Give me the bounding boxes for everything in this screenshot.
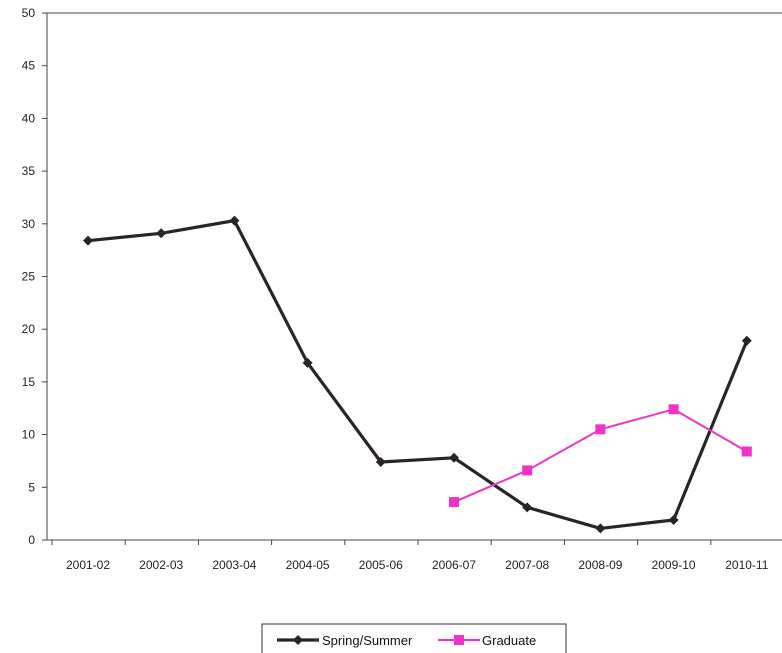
y-axis: 0 5 10 15 20 25 30 35 40 45 50 bbox=[22, 6, 47, 547]
legend-marker bbox=[454, 635, 464, 645]
data-point bbox=[741, 335, 752, 346]
y-tick-label: 15 bbox=[22, 375, 36, 389]
series-spring-summer bbox=[83, 215, 752, 534]
x-tick-label: 2005-06 bbox=[359, 558, 403, 572]
data-point bbox=[449, 452, 459, 463]
data-point bbox=[741, 446, 752, 457]
data-point bbox=[668, 404, 679, 415]
data-point bbox=[375, 457, 386, 468]
legend-label: Graduate bbox=[482, 633, 536, 648]
data-point bbox=[449, 497, 459, 508]
series-layer bbox=[83, 215, 752, 534]
x-tick-label: 2008-09 bbox=[578, 558, 622, 572]
data-point bbox=[595, 424, 606, 435]
y-tick-label: 5 bbox=[28, 480, 35, 494]
data-point bbox=[156, 228, 167, 239]
data-point bbox=[668, 514, 679, 525]
data-point bbox=[302, 357, 313, 368]
legend: Spring/Summer Graduate bbox=[261, 623, 567, 653]
legend-marker bbox=[293, 635, 303, 645]
x-axis: 2001-02 2002-03 2003-04 2004-05 2005-06 2006-… bbox=[51, 540, 769, 572]
data-point bbox=[522, 502, 533, 513]
x-tick-label: 2002-03 bbox=[139, 558, 183, 572]
legend-label: Spring/Summer bbox=[322, 633, 413, 648]
y-tick-label: 40 bbox=[22, 111, 36, 125]
data-point bbox=[595, 523, 606, 534]
y-tick-label: 35 bbox=[22, 164, 36, 178]
data-point bbox=[522, 465, 533, 476]
y-tick-label: 25 bbox=[22, 270, 36, 284]
y-tick-label: 20 bbox=[22, 322, 36, 336]
x-tick-label: 2009-10 bbox=[652, 558, 696, 572]
x-tick-label: 2006-07 bbox=[432, 558, 476, 572]
series-graduate bbox=[449, 404, 752, 508]
series-line bbox=[87, 219, 749, 531]
data-point bbox=[83, 235, 93, 246]
data-point bbox=[229, 215, 240, 226]
x-tick-label: 2004-05 bbox=[286, 558, 330, 572]
x-tick-label: 2001-02 bbox=[66, 558, 110, 572]
y-tick-label: 30 bbox=[22, 217, 36, 231]
x-tick-label: 2007-08 bbox=[505, 558, 549, 572]
legend-entry: Spring/Summer bbox=[277, 633, 413, 648]
y-tick-label: 50 bbox=[22, 6, 36, 20]
y-tick-label: 10 bbox=[22, 428, 36, 442]
y-tick-label: 0 bbox=[28, 533, 35, 547]
x-tick-label: 2003-04 bbox=[212, 558, 256, 572]
y-tick-label: 45 bbox=[22, 59, 36, 73]
legend-entry: Graduate bbox=[438, 633, 536, 648]
x-tick-label: 2010-11 bbox=[725, 558, 768, 572]
